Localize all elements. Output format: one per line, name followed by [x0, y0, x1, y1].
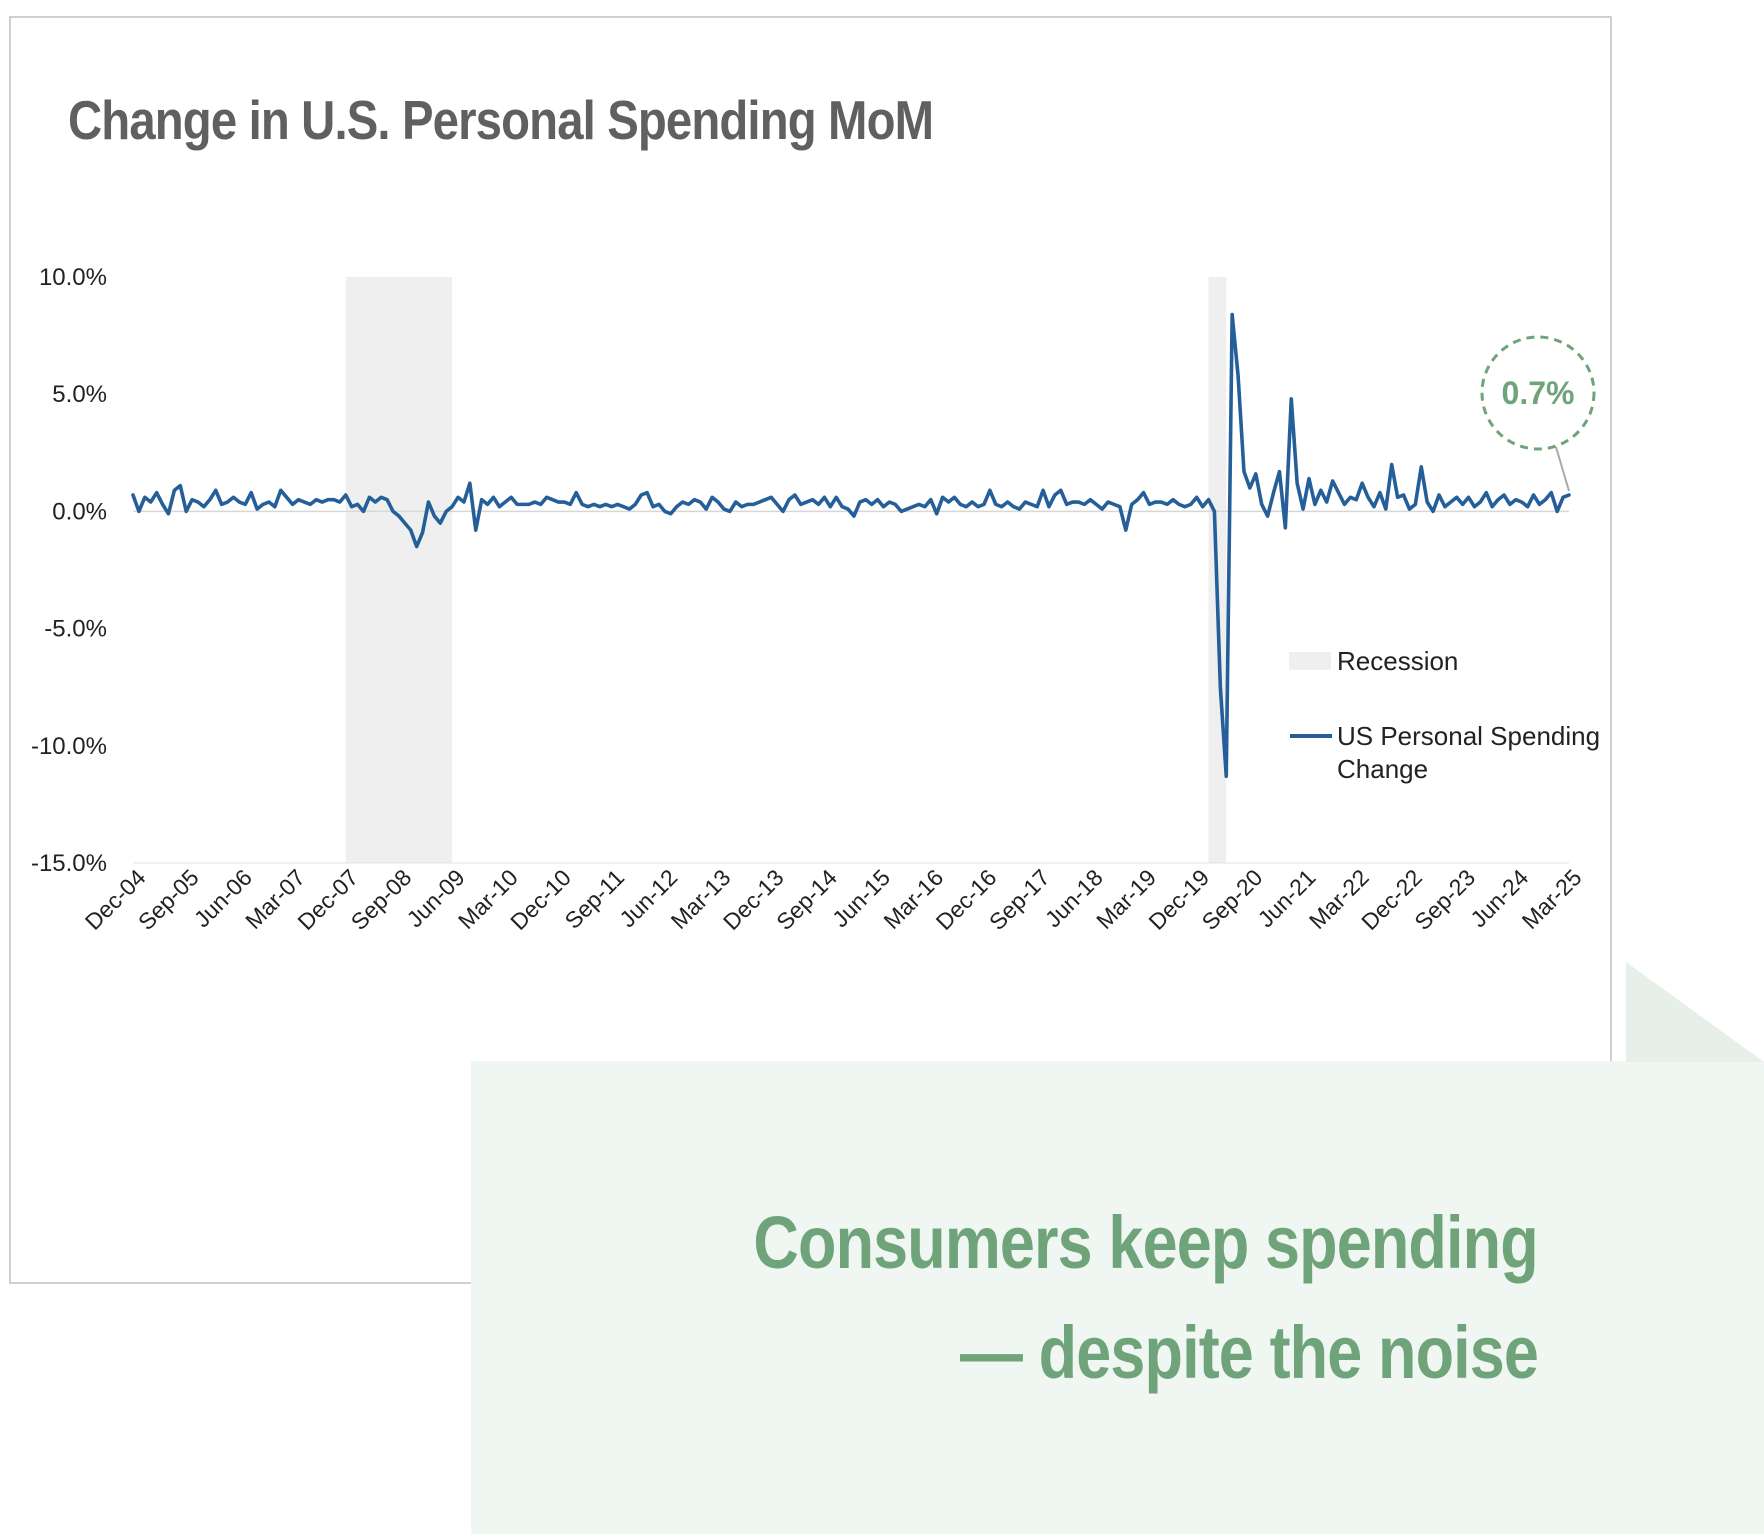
x-tick-label: Sep-23	[1409, 864, 1480, 935]
legend-recession-swatch	[1289, 652, 1331, 670]
x-tick-label: Mar-25	[1517, 864, 1587, 934]
legend-series-label-line-1: US Personal Spending	[1337, 721, 1600, 751]
x-tick-label: Sep-17	[984, 864, 1055, 935]
y-tick-label: 0.0%	[52, 498, 107, 525]
y-tick-label: 10.0%	[39, 264, 107, 291]
callout-circle	[1480, 335, 1596, 451]
x-tick-label: Sep-14	[771, 864, 842, 935]
callout-leader-line	[1555, 446, 1570, 492]
y-tick-label: -15.0%	[31, 850, 107, 877]
y-tick-label: -10.0%	[31, 733, 107, 760]
y-axis: 10.0% 5.0% 0.0% -5.0% -10.0% -15.0%	[31, 264, 107, 877]
legend-series-label-line-2: Change	[1337, 754, 1428, 784]
x-axis: Dec-04Sep-05Jun-06Mar-07Dec-07Sep-08Jun-…	[80, 864, 1587, 935]
chart-title: Change in U.S. Personal Spending MoM	[68, 89, 934, 151]
legend-recession-label: Recession	[1337, 646, 1458, 676]
x-tick-label: Sep-11	[560, 864, 630, 934]
latest-value-callout: 0.7%	[1480, 335, 1596, 492]
callout-value-label: 0.7%	[1502, 375, 1575, 411]
recession-band-1	[345, 277, 453, 863]
x-tick-label: Dec-10	[505, 864, 576, 935]
recession-bands	[345, 277, 1227, 863]
x-tick-label: Sep-20	[1197, 864, 1268, 935]
chart-legend: Recession US Personal Spending Change	[1289, 646, 1600, 784]
series-line-us-personal-spending	[131, 312, 1571, 779]
tagline-line-2: — despite the noise	[959, 1311, 1539, 1394]
y-tick-label: 5.0%	[52, 381, 107, 408]
tagline-line-1: Consumers keep spending	[753, 1201, 1539, 1284]
x-tick-label: Sep-05	[133, 864, 204, 935]
y-tick-label: -5.0%	[44, 616, 107, 643]
series-layer	[131, 312, 1571, 779]
x-tick-label: Sep-08	[346, 864, 417, 935]
tagline-panel	[471, 1061, 1764, 1534]
